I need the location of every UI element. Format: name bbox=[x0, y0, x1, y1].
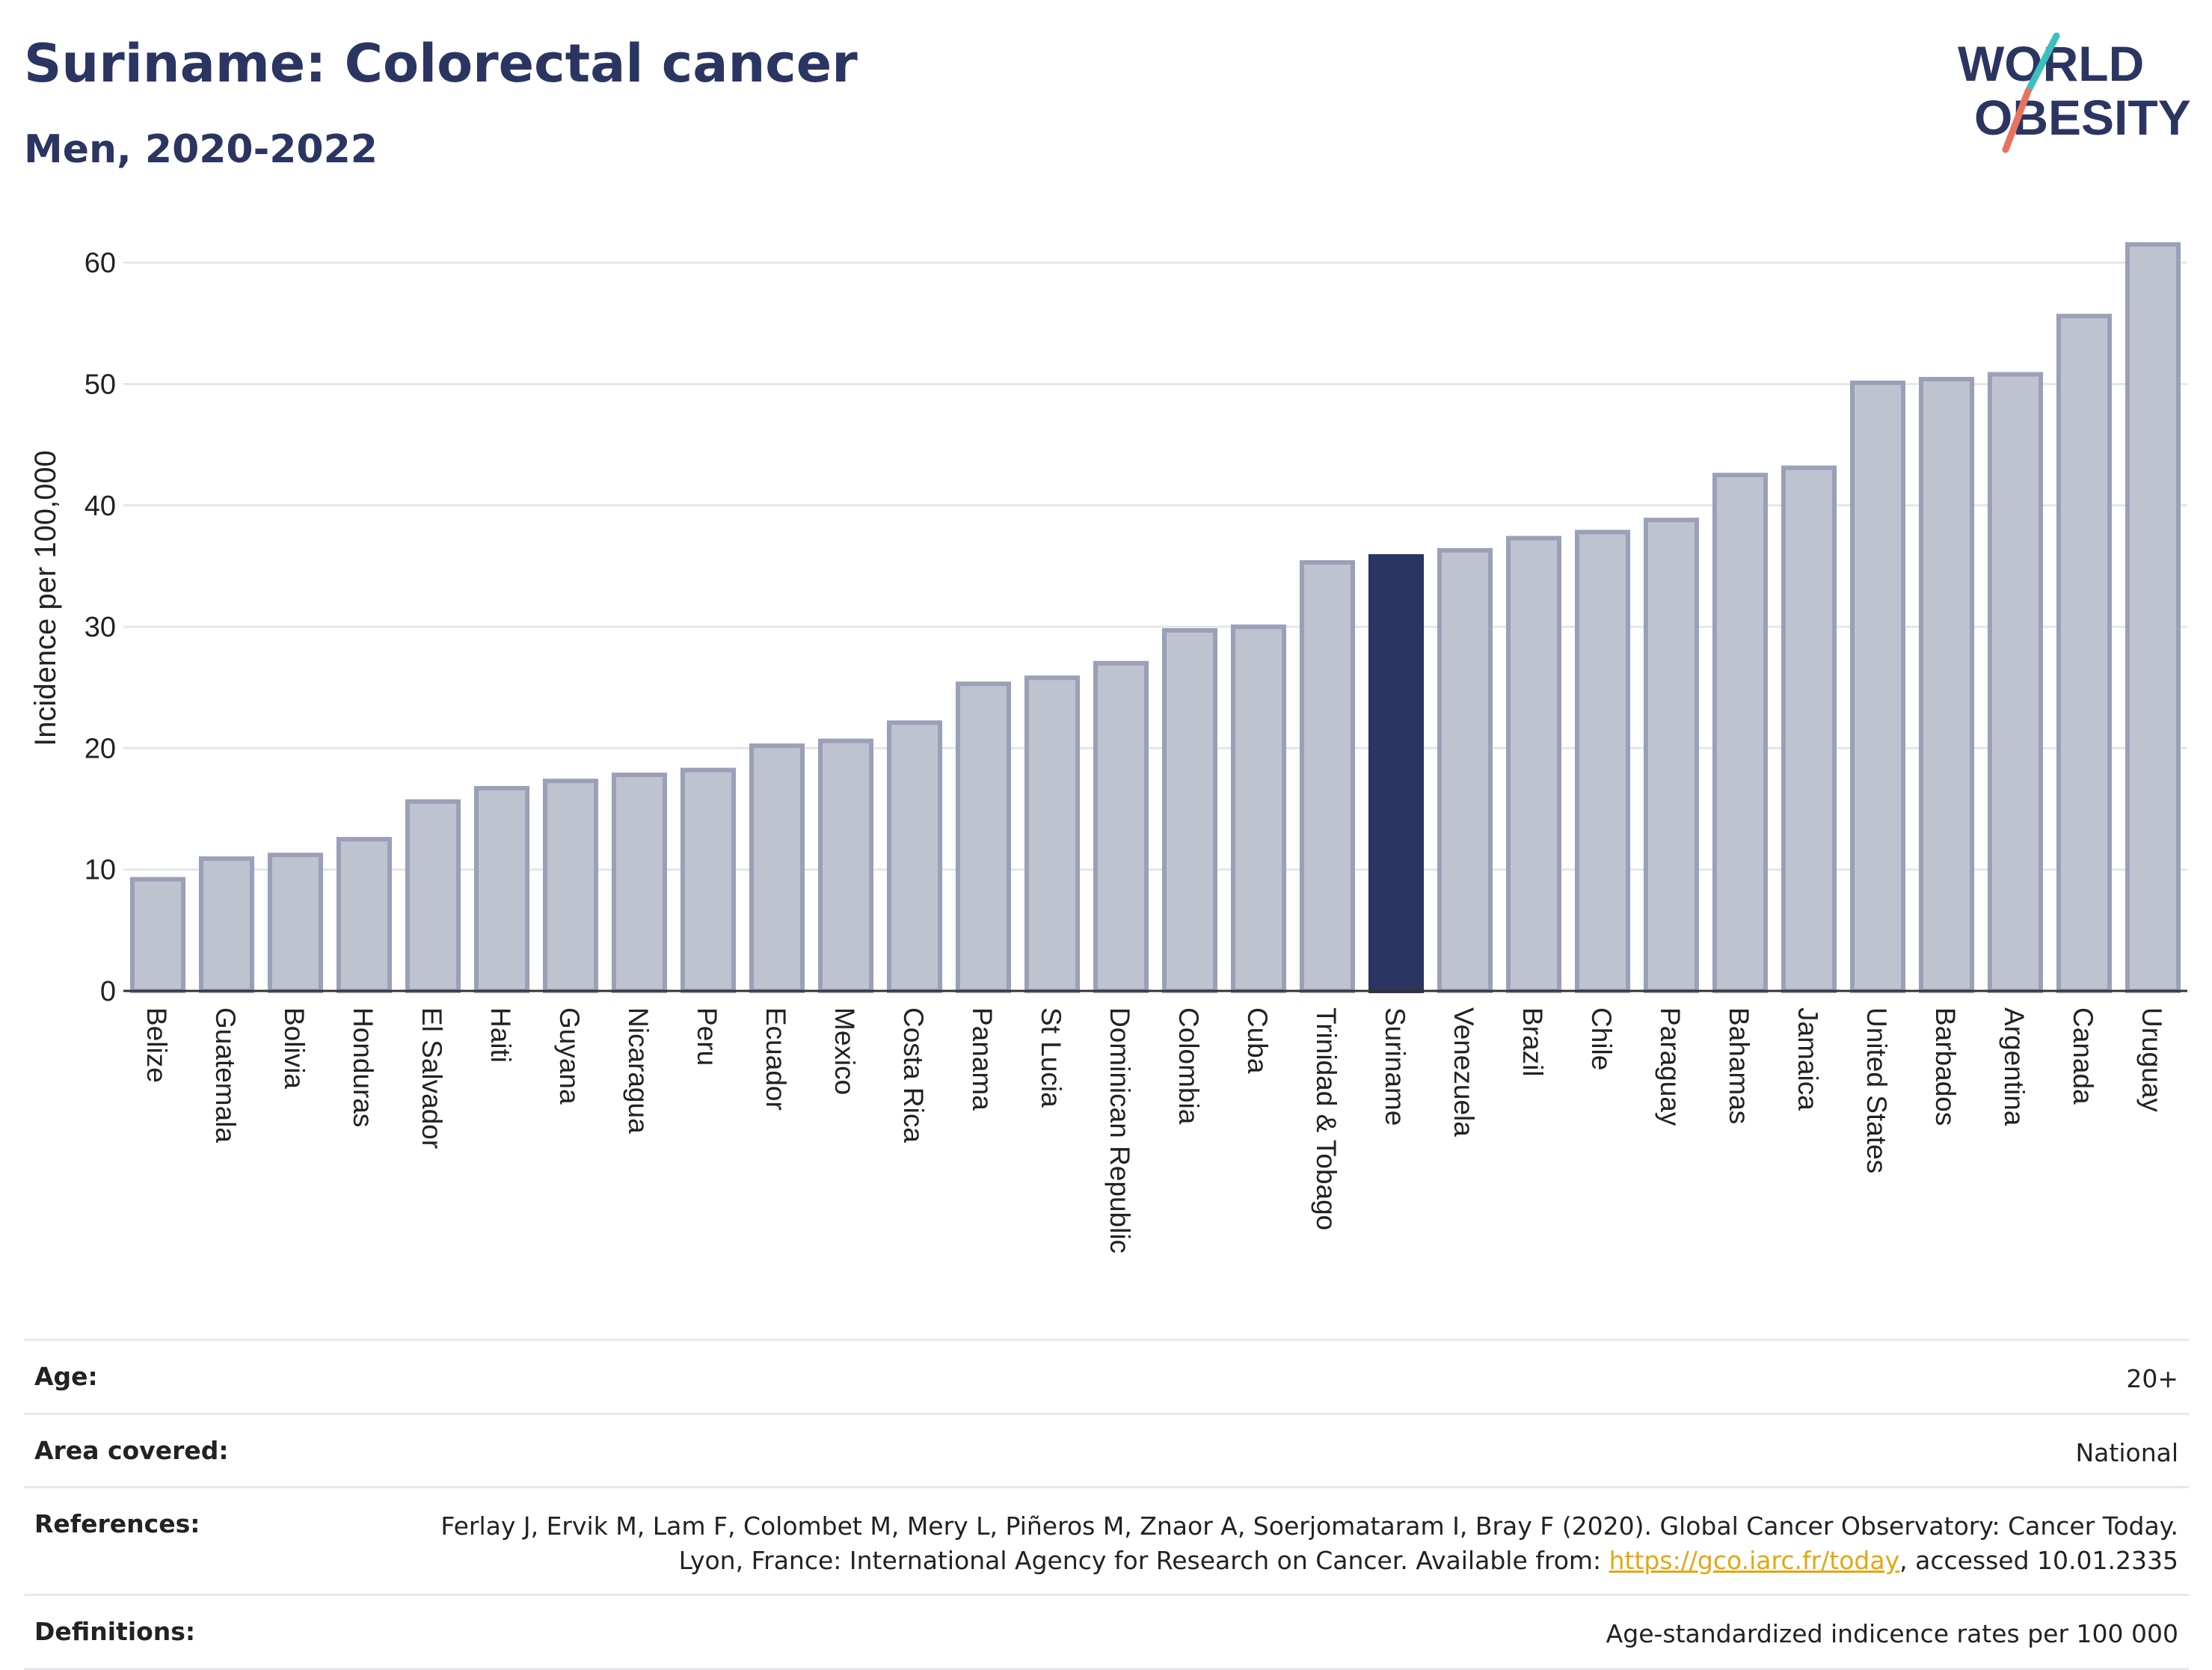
bar bbox=[749, 743, 805, 994]
bar-highlight bbox=[1368, 553, 1425, 993]
bar bbox=[1093, 660, 1149, 993]
x-tick-label: Argentina bbox=[1999, 1007, 2030, 1126]
y-axis-label: Incidence per 100,000 bbox=[29, 450, 62, 746]
x-tick-label: Haiti bbox=[485, 1007, 516, 1063]
x-tick-label: Guyana bbox=[554, 1007, 585, 1105]
x-tick-label: United States bbox=[1861, 1007, 1892, 1173]
info-row-age: Age: 20+ bbox=[24, 1339, 2189, 1413]
x-tick-label: Ecuador bbox=[761, 1007, 791, 1111]
bar bbox=[405, 799, 461, 994]
bar bbox=[886, 720, 943, 993]
bar bbox=[611, 773, 668, 993]
x-tick-label: Suriname bbox=[1380, 1007, 1410, 1126]
bar bbox=[129, 877, 186, 993]
x-tick-label: Paraguay bbox=[1655, 1007, 1686, 1126]
info-row-definitions: Definitions: Age-standardized indicence … bbox=[24, 1594, 2189, 1670]
x-tick-label: Belize bbox=[141, 1007, 172, 1083]
bar bbox=[1505, 535, 1562, 993]
info-row-references: References: Ferlay J, Ervik M, Lam F, Co… bbox=[24, 1486, 2189, 1594]
grid-lines bbox=[123, 261, 2187, 871]
x-tick-label: Honduras bbox=[348, 1007, 378, 1127]
bar bbox=[1299, 560, 1356, 993]
x-tick-label: Dominican Republic bbox=[1105, 1007, 1135, 1253]
info-table: Age: 20+ Area covered: National Referenc… bbox=[24, 1339, 2189, 1670]
x-tick-label: Barbados bbox=[1930, 1007, 1961, 1126]
x-tick-label: Chile bbox=[1586, 1007, 1617, 1070]
x-tick-label: Panama bbox=[967, 1007, 998, 1111]
area-label: Area covered: bbox=[34, 1435, 229, 1465]
references-link[interactable]: https://gco.iarc.fr/today bbox=[1609, 1545, 1900, 1575]
x-tick-label: Trinidad & Tobago bbox=[1311, 1007, 1342, 1230]
area-value: National bbox=[2075, 1437, 2178, 1467]
y-tick-label: 0 bbox=[100, 976, 116, 1007]
axes: 0 10 20 30 40 50 60 Belize Guatemala Bolivia Hondu… bbox=[85, 248, 2187, 1253]
x-tick-label: Mexico bbox=[829, 1007, 860, 1095]
x-tick-label: St Lucia bbox=[1036, 1007, 1066, 1108]
age-label: Age: bbox=[34, 1362, 98, 1391]
x-tick-label: Brazil bbox=[1517, 1007, 1548, 1077]
y-tick-label: 10 bbox=[85, 855, 116, 886]
page-title: Suriname: Colorectal cancer bbox=[24, 33, 858, 94]
page-subtitle: Men, 2020-2022 bbox=[24, 127, 378, 172]
bar bbox=[198, 856, 255, 993]
x-tick-label: Colombia bbox=[1173, 1007, 1204, 1125]
logo-slash-coral bbox=[2002, 88, 2032, 153]
bar bbox=[2056, 313, 2113, 994]
bar bbox=[955, 681, 1012, 993]
bar bbox=[1643, 518, 1700, 993]
info-row-area: Area covered: National bbox=[24, 1412, 2189, 1487]
bar bbox=[680, 767, 737, 993]
references-accessed: , accessed 10.01.2335 bbox=[1899, 1545, 2178, 1575]
x-tick-label: Bahamas bbox=[1724, 1007, 1754, 1124]
bar bbox=[2125, 242, 2181, 993]
y-tick-label: 60 bbox=[85, 248, 116, 279]
x-tick-label: Nicaragua bbox=[623, 1007, 654, 1134]
bar bbox=[1712, 473, 1769, 993]
bar bbox=[1230, 624, 1287, 993]
x-tick-label: Costa Rica bbox=[898, 1007, 929, 1143]
bar bbox=[542, 779, 599, 993]
references-text: Ferlay J, Ervik M, Lam F, Colombet M, Me… bbox=[440, 1511, 2178, 1575]
bar-chart: 0 10 20 30 40 50 60 Belize Guatemala Bolivia Hondu… bbox=[29, 242, 2187, 1253]
y-tick-label: 50 bbox=[85, 369, 116, 400]
y-tick-label: 30 bbox=[85, 612, 116, 643]
bar bbox=[1918, 376, 1975, 993]
definitions-label: Definitions: bbox=[34, 1617, 196, 1647]
x-tick-label: Canada bbox=[2068, 1007, 2098, 1105]
bar bbox=[817, 738, 874, 994]
x-tick-label: Jamaica bbox=[1792, 1007, 1823, 1111]
bar bbox=[336, 837, 393, 993]
x-tick-label: Guatemala bbox=[210, 1007, 241, 1143]
x-tick-label: Bolivia bbox=[279, 1007, 310, 1089]
x-tick-label: Venezuela bbox=[1448, 1007, 1479, 1137]
bar bbox=[473, 785, 530, 993]
bar bbox=[1574, 529, 1631, 993]
bar bbox=[1024, 675, 1081, 993]
world-obesity-logo: WORLD OBESITY bbox=[1958, 32, 2191, 153]
bar bbox=[1781, 465, 1837, 993]
references-label: References: bbox=[34, 1509, 200, 1539]
bar bbox=[1987, 372, 2044, 993]
logo-slash-teal bbox=[2024, 32, 2060, 95]
references-value: Ferlay J, Ervik M, Lam F, Colombet M, Me… bbox=[384, 1509, 2178, 1577]
x-tick-label: Uruguay bbox=[2136, 1007, 2167, 1112]
x-tick-label: Cuba bbox=[1242, 1007, 1273, 1074]
bars bbox=[129, 242, 2181, 994]
y-tick-label: 40 bbox=[85, 491, 116, 522]
bar bbox=[267, 853, 324, 993]
bar bbox=[1161, 627, 1218, 993]
bar bbox=[1437, 547, 1493, 993]
y-tick-label: 20 bbox=[85, 733, 116, 764]
definitions-value: Age-standardized indicence rates per 100… bbox=[1606, 1619, 2178, 1649]
x-tick-label: El Salvador bbox=[417, 1007, 447, 1149]
bar bbox=[1849, 380, 1906, 994]
age-value: 20+ bbox=[2126, 1364, 2178, 1393]
x-tick-label: Peru bbox=[692, 1007, 722, 1066]
